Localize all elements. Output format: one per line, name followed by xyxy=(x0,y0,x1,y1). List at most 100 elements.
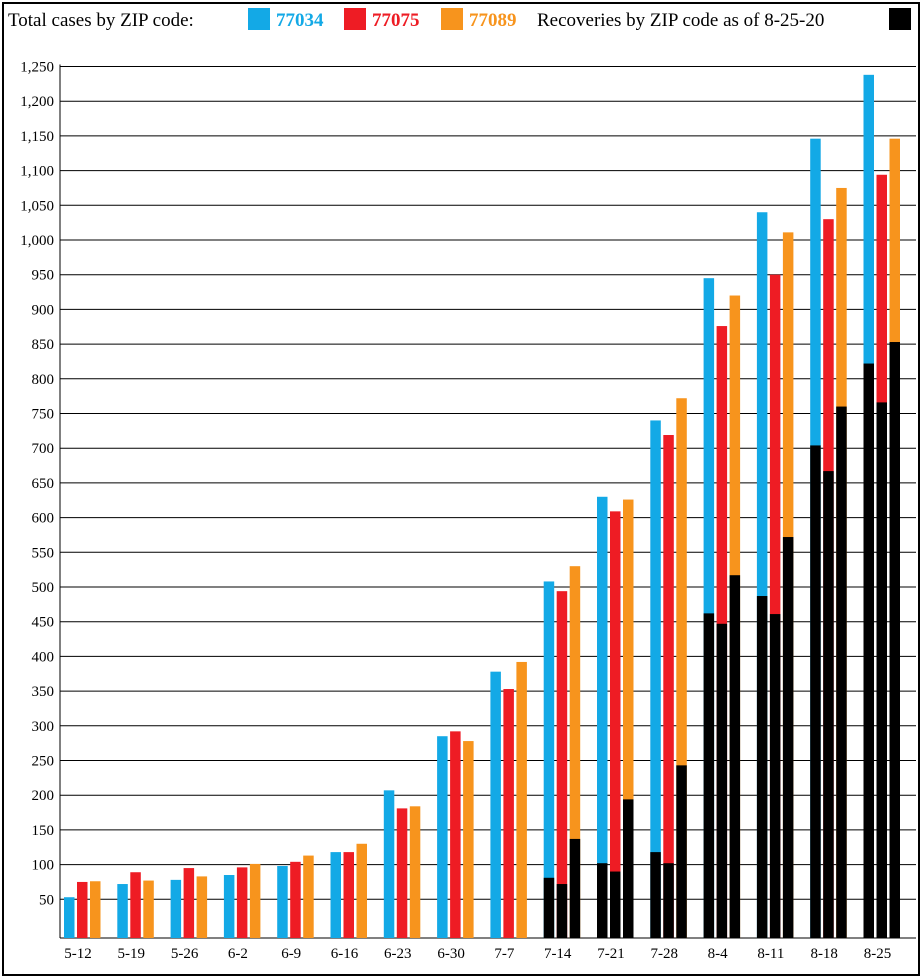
legend-label-77089: 77089 xyxy=(469,10,517,31)
legend-swatch-77034 xyxy=(248,8,270,30)
bar-77075-6-23 xyxy=(396,808,408,938)
legend-label-77034: 77034 xyxy=(276,10,324,31)
recovery-bar-77034-8-11 xyxy=(756,596,768,938)
x-tick-label: 6-23 xyxy=(384,946,412,962)
bar-77089-6-23 xyxy=(409,806,421,938)
y-tick-label: 1,250 xyxy=(20,60,54,76)
x-tick-label: 7-7 xyxy=(494,946,514,962)
recovery-bar-77089-7-14 xyxy=(569,838,581,938)
legend: Total cases by ZIP code: 77034 77075 77089… xyxy=(8,8,911,31)
recovery-bar-77075-8-18 xyxy=(823,471,834,938)
y-tick-label: 700 xyxy=(32,441,55,457)
x-tick-label: 5-19 xyxy=(118,946,146,962)
bar-77034-5-19 xyxy=(117,884,128,938)
recovery-bar-77034-8-18 xyxy=(810,445,821,938)
recovery-bar-77089-8-4 xyxy=(729,575,741,938)
bar-77075-7-14 xyxy=(556,591,568,938)
bar-77034-5-12 xyxy=(64,897,75,938)
x-tick-label: 8-25 xyxy=(864,946,892,962)
y-tick-label: 250 xyxy=(32,754,55,770)
x-tick-label: 7-28 xyxy=(651,946,679,962)
recovery-bar-77075-7-28 xyxy=(663,863,674,938)
bar-77075-5-12 xyxy=(77,881,88,938)
bar-77034-6-30 xyxy=(437,736,448,938)
legend-label-77075: 77075 xyxy=(372,10,420,31)
legend-recoveries-label: Recoveries by ZIP code as of 8-25-20 xyxy=(537,10,824,31)
recovery-bar-77034-8-25 xyxy=(863,363,874,939)
y-tick-label: 750 xyxy=(32,407,55,423)
y-tick-label: 200 xyxy=(32,788,55,804)
bar-77089-7-7 xyxy=(516,661,527,938)
bar-77034-5-26 xyxy=(170,879,182,938)
bar-77089-6-30 xyxy=(463,741,474,938)
x-tick-label: 5-26 xyxy=(171,946,199,962)
bar-77034-8-11 xyxy=(756,212,768,939)
y-tick-label: 950 xyxy=(32,268,55,284)
x-tick-label: 5-12 xyxy=(64,946,92,962)
y-tick-label: 300 xyxy=(32,719,55,735)
legend-cases-label: Total cases by ZIP code: xyxy=(8,10,194,31)
x-axis-ticks: 5-12 5-19 5-26 6-2 6-9 6-16 6-23 6-30 7-7 7-14 7-2… xyxy=(64,946,891,962)
bar-77075-5-19 xyxy=(130,872,141,938)
y-tick-label: 800 xyxy=(32,372,55,388)
legend-swatch-77089 xyxy=(441,8,463,30)
y-axis-ticks: 50 100 150 200 250 300 350 400 450 500 550 600 650 70… xyxy=(20,60,54,909)
bar-77089-6-2 xyxy=(249,863,261,938)
recovery-bar-77089-7-21 xyxy=(623,799,634,938)
x-tick-label: 7-21 xyxy=(597,946,625,962)
bar-77034-7-21 xyxy=(597,496,608,938)
recovery-bar-77089-8-11 xyxy=(782,537,794,938)
bar-77075-7-21 xyxy=(610,511,621,938)
y-tick-label: 550 xyxy=(32,545,55,561)
bar-77075-5-26 xyxy=(183,868,195,938)
y-tick-label: 100 xyxy=(32,858,55,874)
bar-77089-5-12 xyxy=(90,881,101,938)
bar-77075-6-2 xyxy=(236,867,248,938)
bar-77034-7-7 xyxy=(490,671,501,938)
y-tick-label: 600 xyxy=(32,511,55,527)
recovery-bar-77075-8-25 xyxy=(876,402,887,938)
recovery-bar-77075-8-4 xyxy=(716,623,728,938)
y-tick-label: 1,100 xyxy=(20,164,54,180)
recovery-bar-77034-7-21 xyxy=(597,863,608,938)
bar-77075-6-30 xyxy=(450,731,461,938)
x-tick-label: 8-4 xyxy=(708,946,728,962)
recovery-bar-77089-8-25 xyxy=(889,342,900,938)
y-tick-label: 1,150 xyxy=(20,129,54,145)
bar-77034-6-23 xyxy=(383,790,395,938)
recovery-bar-77034-8-4 xyxy=(703,613,715,938)
y-tick-label: 350 xyxy=(32,684,55,700)
bar-77089-5-26 xyxy=(196,876,208,938)
bar-77089-7-28 xyxy=(676,398,687,938)
legend-swatch-77075 xyxy=(344,8,366,30)
bar-77089-6-9 xyxy=(303,855,314,938)
y-tick-label: 450 xyxy=(32,615,55,631)
y-tick-label: 500 xyxy=(32,580,55,596)
bar-77089-5-19 xyxy=(143,880,154,938)
recovery-bar-77034-7-14 xyxy=(543,877,555,938)
y-tick-label: 850 xyxy=(32,337,55,353)
recovery-bar-77075-7-14 xyxy=(556,884,568,938)
x-tick-label: 6-2 xyxy=(228,946,248,962)
y-tick-label: 650 xyxy=(32,476,55,492)
y-tick-label: 1,000 xyxy=(20,233,54,249)
y-tick-label: 900 xyxy=(32,302,55,318)
bar-77034-6-9 xyxy=(277,865,288,938)
x-tick-label: 8-18 xyxy=(810,946,838,962)
x-tick-label: 7-14 xyxy=(544,946,572,962)
bars xyxy=(64,74,900,939)
x-tick-label: 6-30 xyxy=(437,946,465,962)
bar-77034-8-4 xyxy=(703,278,715,938)
recovery-bar-77075-7-21 xyxy=(610,871,621,938)
recovery-bar-77034-7-28 xyxy=(650,852,661,938)
bar-77075-6-16 xyxy=(343,852,354,938)
bar-77075-8-11 xyxy=(769,274,781,938)
bar-77034-7-28 xyxy=(650,420,661,938)
y-tick-label: 50 xyxy=(39,892,54,908)
bar-chart: Total cases by ZIP code: 77034 77075 77089… xyxy=(8,8,916,962)
recovery-bar-77089-8-18 xyxy=(836,406,847,938)
x-tick-label: 6-9 xyxy=(281,946,301,962)
bar-77075-7-28 xyxy=(663,435,674,938)
bar-77089-6-16 xyxy=(356,843,367,938)
